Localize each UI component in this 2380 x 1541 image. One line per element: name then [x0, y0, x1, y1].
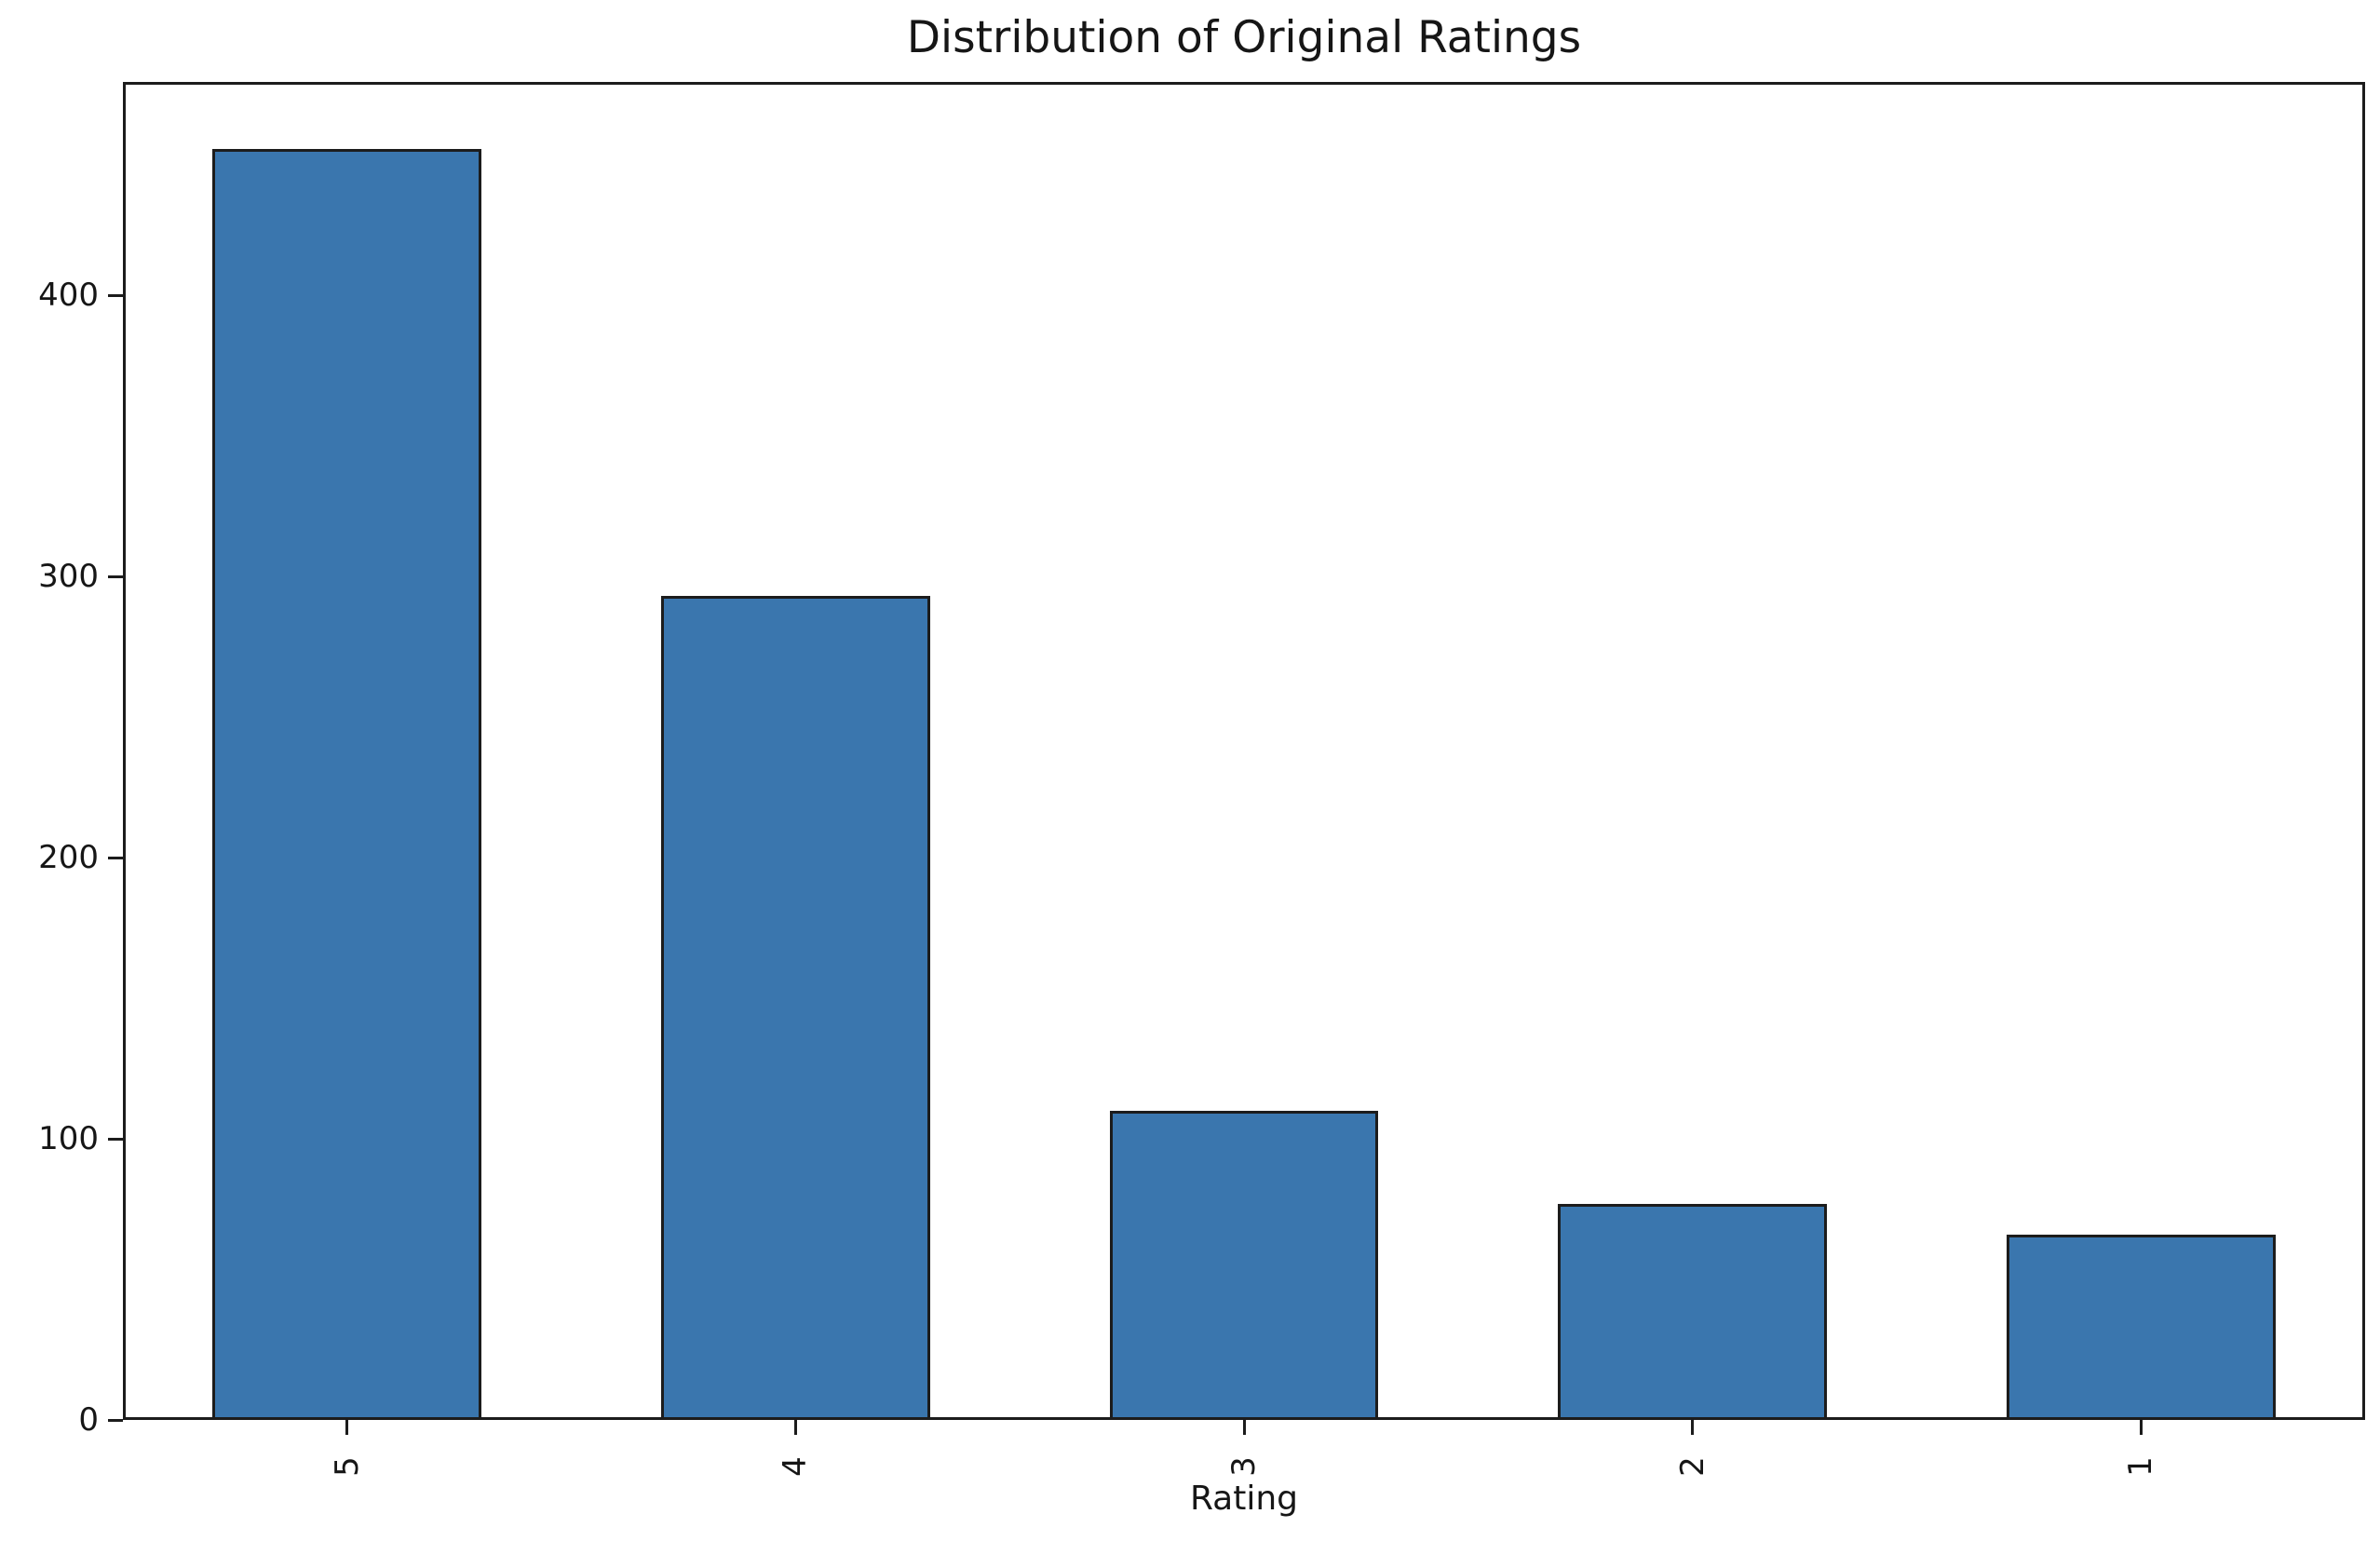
y-tick-label: 100 [38, 1120, 99, 1158]
x-tick-mark [345, 1420, 349, 1435]
y-tick-mark [108, 574, 123, 578]
bar-rating-4 [660, 596, 930, 1420]
x-tick-label: 1 [2122, 1456, 2160, 1477]
bar-rating-2 [1558, 1203, 1828, 1420]
y-tick-label: 200 [38, 839, 99, 877]
bar-rating-1 [2006, 1234, 2276, 1420]
bar-rating-5 [212, 149, 482, 1420]
x-tick-mark [2139, 1420, 2143, 1435]
y-tick-label: 400 [38, 277, 99, 315]
y-tick-mark [108, 1137, 123, 1141]
y-tick-mark [108, 293, 123, 297]
x-axis-label: Rating [1189, 1480, 1299, 1518]
x-tick-label: 4 [777, 1456, 815, 1477]
y-tick-mark [108, 1418, 123, 1422]
y-tick-label: 300 [38, 558, 99, 596]
x-tick-label: 2 [1673, 1456, 1711, 1477]
bar-rating-3 [1109, 1110, 1379, 1420]
chart-title: Distribution of Original Ratings [906, 12, 1582, 63]
x-tick-label: 3 [1225, 1456, 1263, 1477]
x-tick-mark [1242, 1420, 1246, 1435]
y-tick-mark [108, 856, 123, 859]
x-tick-label: 5 [328, 1456, 366, 1477]
x-tick-mark [793, 1420, 797, 1435]
x-tick-mark [1691, 1420, 1695, 1435]
y-tick-label: 0 [78, 1401, 99, 1439]
